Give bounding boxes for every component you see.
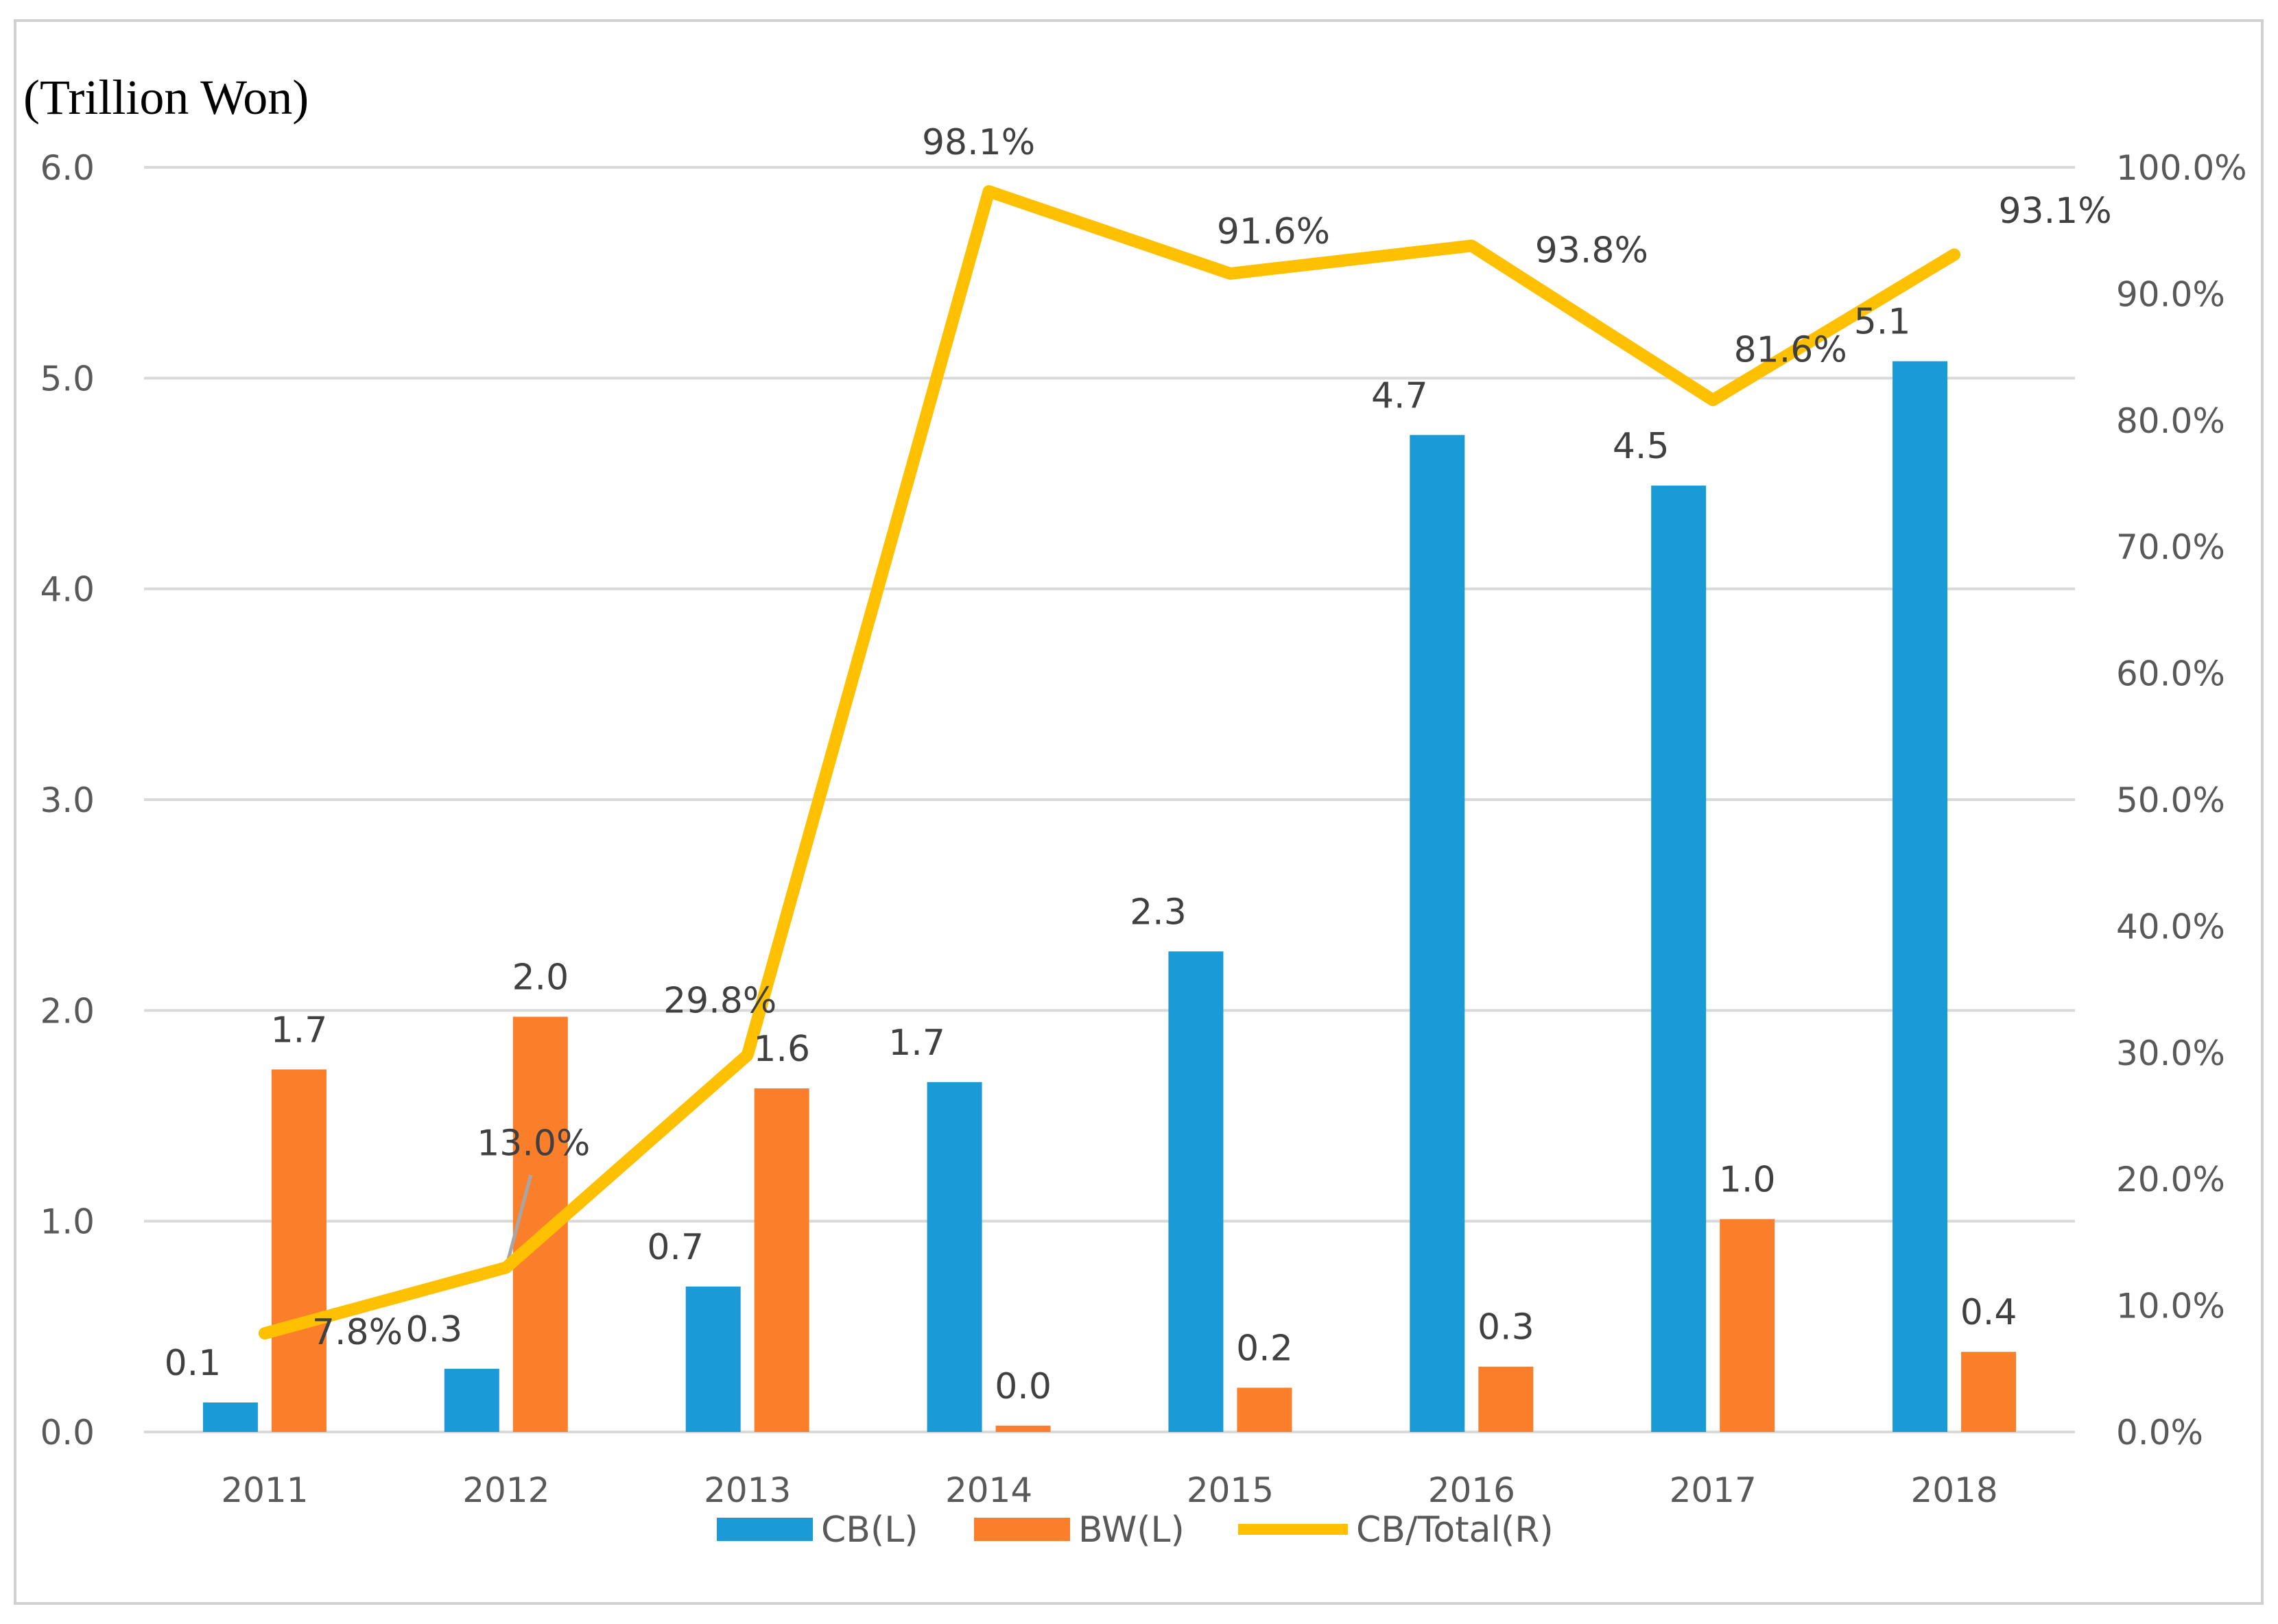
bw-bar [995, 1425, 1051, 1432]
cb-total-line [258, 185, 1961, 1340]
bw-bar [1237, 1387, 1292, 1432]
y-left-tick-label: 3.0 [40, 780, 95, 820]
cb-total-label: 93.8% [1535, 230, 1648, 271]
leader-line [504, 1174, 533, 1268]
x-tick-label: 2011 [221, 1470, 308, 1510]
bw-bar-label: 0.4 [1960, 1292, 2017, 1333]
bw-bar-label: 2.0 [512, 957, 569, 999]
cb-bar-label: 4.7 [1371, 375, 1428, 416]
leader-lines [504, 377, 1744, 1268]
y-left-tick-label: 4.0 [40, 570, 95, 610]
line-series [258, 185, 1961, 1340]
chart-frame [14, 19, 2264, 1605]
legend: CB(L) BW(L) CB/Total(R) [717, 1509, 1554, 1551]
y-right-tick-label: 100.0% [2116, 148, 2247, 188]
bw-bar [1478, 1366, 1534, 1432]
y-right-tick-label: 10.0% [2116, 1287, 2225, 1326]
cb-bar-label: 5.1 [1854, 302, 1911, 343]
y-right-tick-label: 80.0% [2116, 401, 2225, 441]
y-left-tick-label: 2.0 [40, 991, 95, 1031]
legend-swatch [717, 1518, 813, 1541]
cb-bar-label: 0.3 [405, 1309, 462, 1350]
y-left-tick-label: 6.0 [40, 148, 95, 188]
cb-total-label: 98.1% [922, 122, 1035, 163]
cb-bar-label: 2.3 [1130, 892, 1187, 933]
x-tick-label: 2014 [945, 1470, 1032, 1510]
bw-bar-label: 1.6 [753, 1029, 810, 1070]
y-left-tick-label: 1.0 [40, 1202, 95, 1242]
cb-bar [1168, 951, 1224, 1432]
cb-total-label: 81.6% [1734, 329, 1847, 370]
x-tick-label: 2017 [1670, 1470, 1757, 1510]
bw-bar-label: 1.0 [1719, 1160, 1776, 1201]
cb-bar [444, 1368, 499, 1432]
axis-ticks: 0.0 1.0 2.0 3.0 4.0 5.0 6.0 0.0% 10.0% 20.0% 30.0%… [40, 148, 2246, 1510]
y-right-tick-label: 30.0% [2116, 1034, 2225, 1073]
y-left-tick-label: 0.0 [40, 1413, 95, 1453]
x-tick-label: 2016 [1428, 1470, 1515, 1510]
y-right-tick-label: 40.0% [2116, 907, 2225, 946]
x-tick-label: 2012 [462, 1470, 549, 1510]
bw-bar [1961, 1352, 2017, 1432]
data-labels: 0.1 0.3 0.7 1.7 2.3 4.7 4.5 5.1 1.7 2.0 1.6 0.0 0.2 0… [165, 122, 2112, 1407]
y-right-tick-label: 50.0% [2116, 780, 2225, 820]
bw-bar-label: 0.2 [1236, 1328, 1293, 1369]
legend-label: CB/Total(R) [1356, 1509, 1554, 1551]
y-right-tick-label: 70.0% [2116, 527, 2225, 567]
cb-bar [202, 1402, 258, 1432]
cb-total-label: 93.1% [1998, 191, 2111, 232]
cb-bar-label: 4.5 [1613, 426, 1670, 467]
bw-bar [754, 1088, 809, 1432]
bw-bar-label: 0.3 [1478, 1307, 1534, 1348]
legend-label: CB(L) [821, 1509, 918, 1551]
x-tick-label: 2015 [1187, 1470, 1274, 1510]
cb-bar-label: 1.7 [888, 1023, 945, 1064]
cb-bar [1651, 486, 1707, 1433]
cb-total-label: 7.8% [312, 1312, 403, 1353]
cb-total-label: 13.0% [477, 1123, 590, 1164]
cb-bar [927, 1082, 982, 1432]
legend-label: BW(L) [1078, 1509, 1185, 1551]
x-tick-label: 2013 [704, 1470, 791, 1510]
bw-bar [271, 1069, 327, 1432]
cb-bar [1893, 361, 1948, 1433]
x-tick-label: 2018 [1910, 1470, 1997, 1510]
y-left-tick-label: 5.0 [40, 359, 95, 398]
y-right-tick-label: 90.0% [2116, 274, 2225, 314]
cb-bar [1410, 435, 1465, 1432]
cb-bar [685, 1286, 741, 1432]
bw-bar [1720, 1219, 1775, 1432]
cb-total-label: 29.8% [663, 980, 776, 1021]
y-axis-unit-label: (Trillion Won) [23, 70, 309, 125]
y-right-tick-label: 0.0% [2116, 1413, 2203, 1453]
y-right-tick-label: 20.0% [2116, 1160, 2225, 1199]
cb-bar-label: 0.1 [165, 1343, 222, 1384]
y-right-tick-label: 60.0% [2116, 654, 2225, 694]
cb-total-label: 91.6% [1217, 211, 1330, 252]
cb-bar-label: 0.7 [647, 1227, 704, 1268]
bw-bar-label: 1.7 [271, 1010, 328, 1051]
legend-swatch [974, 1518, 1070, 1541]
bw-bar-label: 0.0 [995, 1366, 1052, 1407]
